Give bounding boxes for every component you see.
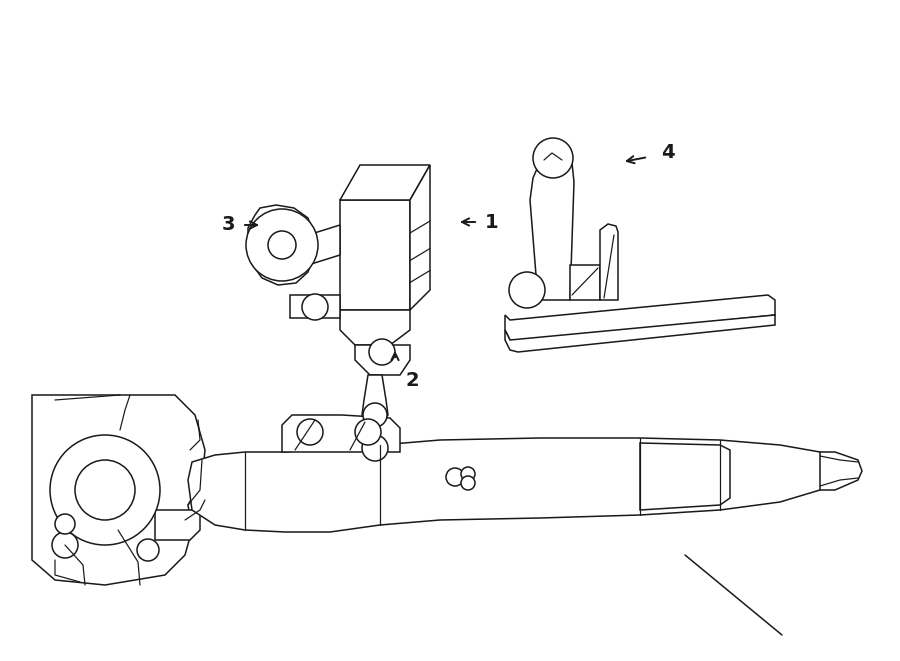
Polygon shape	[570, 265, 600, 300]
Polygon shape	[600, 224, 618, 300]
Circle shape	[297, 419, 323, 445]
Text: 3: 3	[221, 215, 235, 235]
Polygon shape	[362, 375, 388, 425]
Polygon shape	[248, 205, 314, 285]
Circle shape	[461, 476, 475, 490]
Circle shape	[52, 532, 78, 558]
Circle shape	[446, 468, 464, 486]
Text: 2: 2	[405, 371, 418, 389]
Polygon shape	[32, 395, 205, 585]
Circle shape	[369, 339, 395, 365]
Polygon shape	[410, 165, 430, 310]
Polygon shape	[505, 315, 775, 352]
Circle shape	[75, 460, 135, 520]
Polygon shape	[820, 452, 862, 490]
Polygon shape	[340, 165, 430, 200]
Circle shape	[533, 138, 573, 178]
Circle shape	[363, 403, 387, 427]
Circle shape	[362, 435, 388, 461]
Text: 4: 4	[662, 143, 675, 161]
Polygon shape	[640, 443, 730, 510]
Circle shape	[461, 467, 475, 481]
Circle shape	[509, 272, 545, 308]
Polygon shape	[505, 295, 775, 342]
Polygon shape	[188, 438, 835, 532]
Circle shape	[55, 514, 75, 534]
Polygon shape	[290, 295, 340, 318]
Circle shape	[137, 539, 159, 561]
Polygon shape	[308, 225, 340, 265]
Polygon shape	[340, 310, 410, 345]
Polygon shape	[340, 200, 410, 310]
Polygon shape	[282, 415, 400, 452]
Polygon shape	[360, 425, 390, 465]
Polygon shape	[530, 152, 574, 300]
Polygon shape	[155, 510, 200, 540]
Circle shape	[302, 294, 328, 320]
Circle shape	[246, 209, 318, 281]
Circle shape	[268, 231, 296, 259]
Circle shape	[50, 435, 160, 545]
Text: 1: 1	[485, 212, 499, 231]
Polygon shape	[355, 345, 410, 375]
Circle shape	[355, 419, 381, 445]
